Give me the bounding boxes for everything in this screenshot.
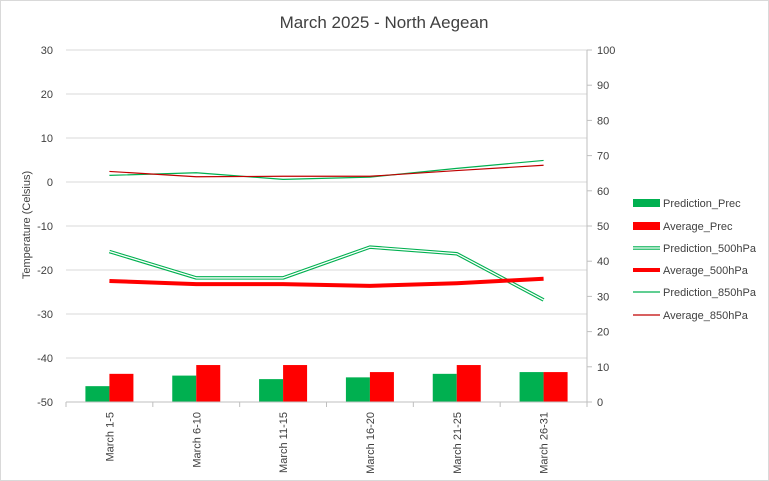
- y2-tick-label: 30: [597, 291, 609, 303]
- tick-labels: 3020100-10-20-30-40-50100908070605040302…: [37, 45, 615, 474]
- bar-average-prec: [456, 365, 481, 402]
- legend: Prediction_Prec Average_Prec Prediction_50…: [633, 198, 757, 322]
- y2-tick-label: 40: [597, 256, 609, 268]
- series-lines: [108, 159, 545, 302]
- y-tick-label: -20: [37, 265, 53, 277]
- y2-tick-label: 50: [597, 221, 609, 233]
- y2-tick-label: 60: [597, 186, 609, 198]
- x-tick-label: March 16-20: [365, 412, 377, 474]
- bar-average-prec: [543, 372, 568, 402]
- y-tick-label: -40: [37, 353, 53, 365]
- x-tick-label: March 21-25: [452, 412, 464, 474]
- chart-title: March 2025 - North Aegean: [280, 13, 489, 32]
- legend-key-average-prec: [633, 222, 660, 230]
- y2-tick-label: 90: [597, 80, 609, 92]
- axes: [65, 49, 592, 407]
- line-prediction-850hpa: [109, 159, 544, 180]
- x-tick-label: March 11-15: [278, 412, 290, 473]
- legend-label: Prediction_850hPa: [663, 287, 757, 299]
- y-tick-label: 10: [41, 133, 53, 145]
- legend-label: Average_Prec: [663, 221, 733, 233]
- legend-key-prediction-prec: [633, 199, 660, 207]
- y-axis-label: Temperature (Celsius): [21, 171, 33, 279]
- bar-prediction-prec: [519, 372, 544, 402]
- y2-tick-label: 80: [597, 115, 609, 127]
- y2-tick-label: 70: [597, 151, 609, 163]
- legend-label: Average_850hPa: [663, 310, 749, 322]
- bar-prediction-prec: [85, 386, 110, 402]
- x-tick-label: March 26-31: [539, 412, 551, 474]
- legend-label: Prediction_500hPa: [663, 243, 757, 255]
- line-average-500hpa: [109, 276, 544, 288]
- x-tick-label: March 1-5: [104, 412, 116, 462]
- bars: [85, 365, 568, 402]
- gridlines: [66, 49, 587, 359]
- legend-label: Prediction_Prec: [663, 198, 741, 210]
- bar-average-prec: [196, 365, 221, 402]
- bar-prediction-prec: [259, 379, 284, 402]
- bar-prediction-prec: [345, 377, 370, 402]
- bar-average-prec: [109, 373, 134, 402]
- bar-average-prec: [369, 372, 394, 402]
- line-prediction-500hpa-inner: [109, 246, 544, 301]
- legend-label: Average_500hPa: [663, 265, 749, 277]
- y-tick-label: -10: [37, 221, 53, 233]
- y-tick-label: 20: [41, 89, 53, 101]
- bar-average-prec: [283, 365, 308, 402]
- y-tick-label: -50: [37, 397, 53, 409]
- y-tick-label: 30: [41, 45, 53, 57]
- bar-prediction-prec: [432, 373, 457, 402]
- y2-tick-label: 0: [597, 397, 603, 409]
- bar-prediction-prec: [172, 375, 197, 402]
- x-tick-label: March 6-10: [191, 412, 203, 468]
- y-tick-label: -30: [37, 309, 53, 321]
- y2-tick-label: 10: [597, 362, 609, 374]
- y-tick-label: 0: [47, 177, 53, 189]
- line-average-850hpa: [109, 164, 544, 178]
- y2-tick-label: 100: [597, 45, 615, 57]
- y2-tick-label: 20: [597, 327, 609, 339]
